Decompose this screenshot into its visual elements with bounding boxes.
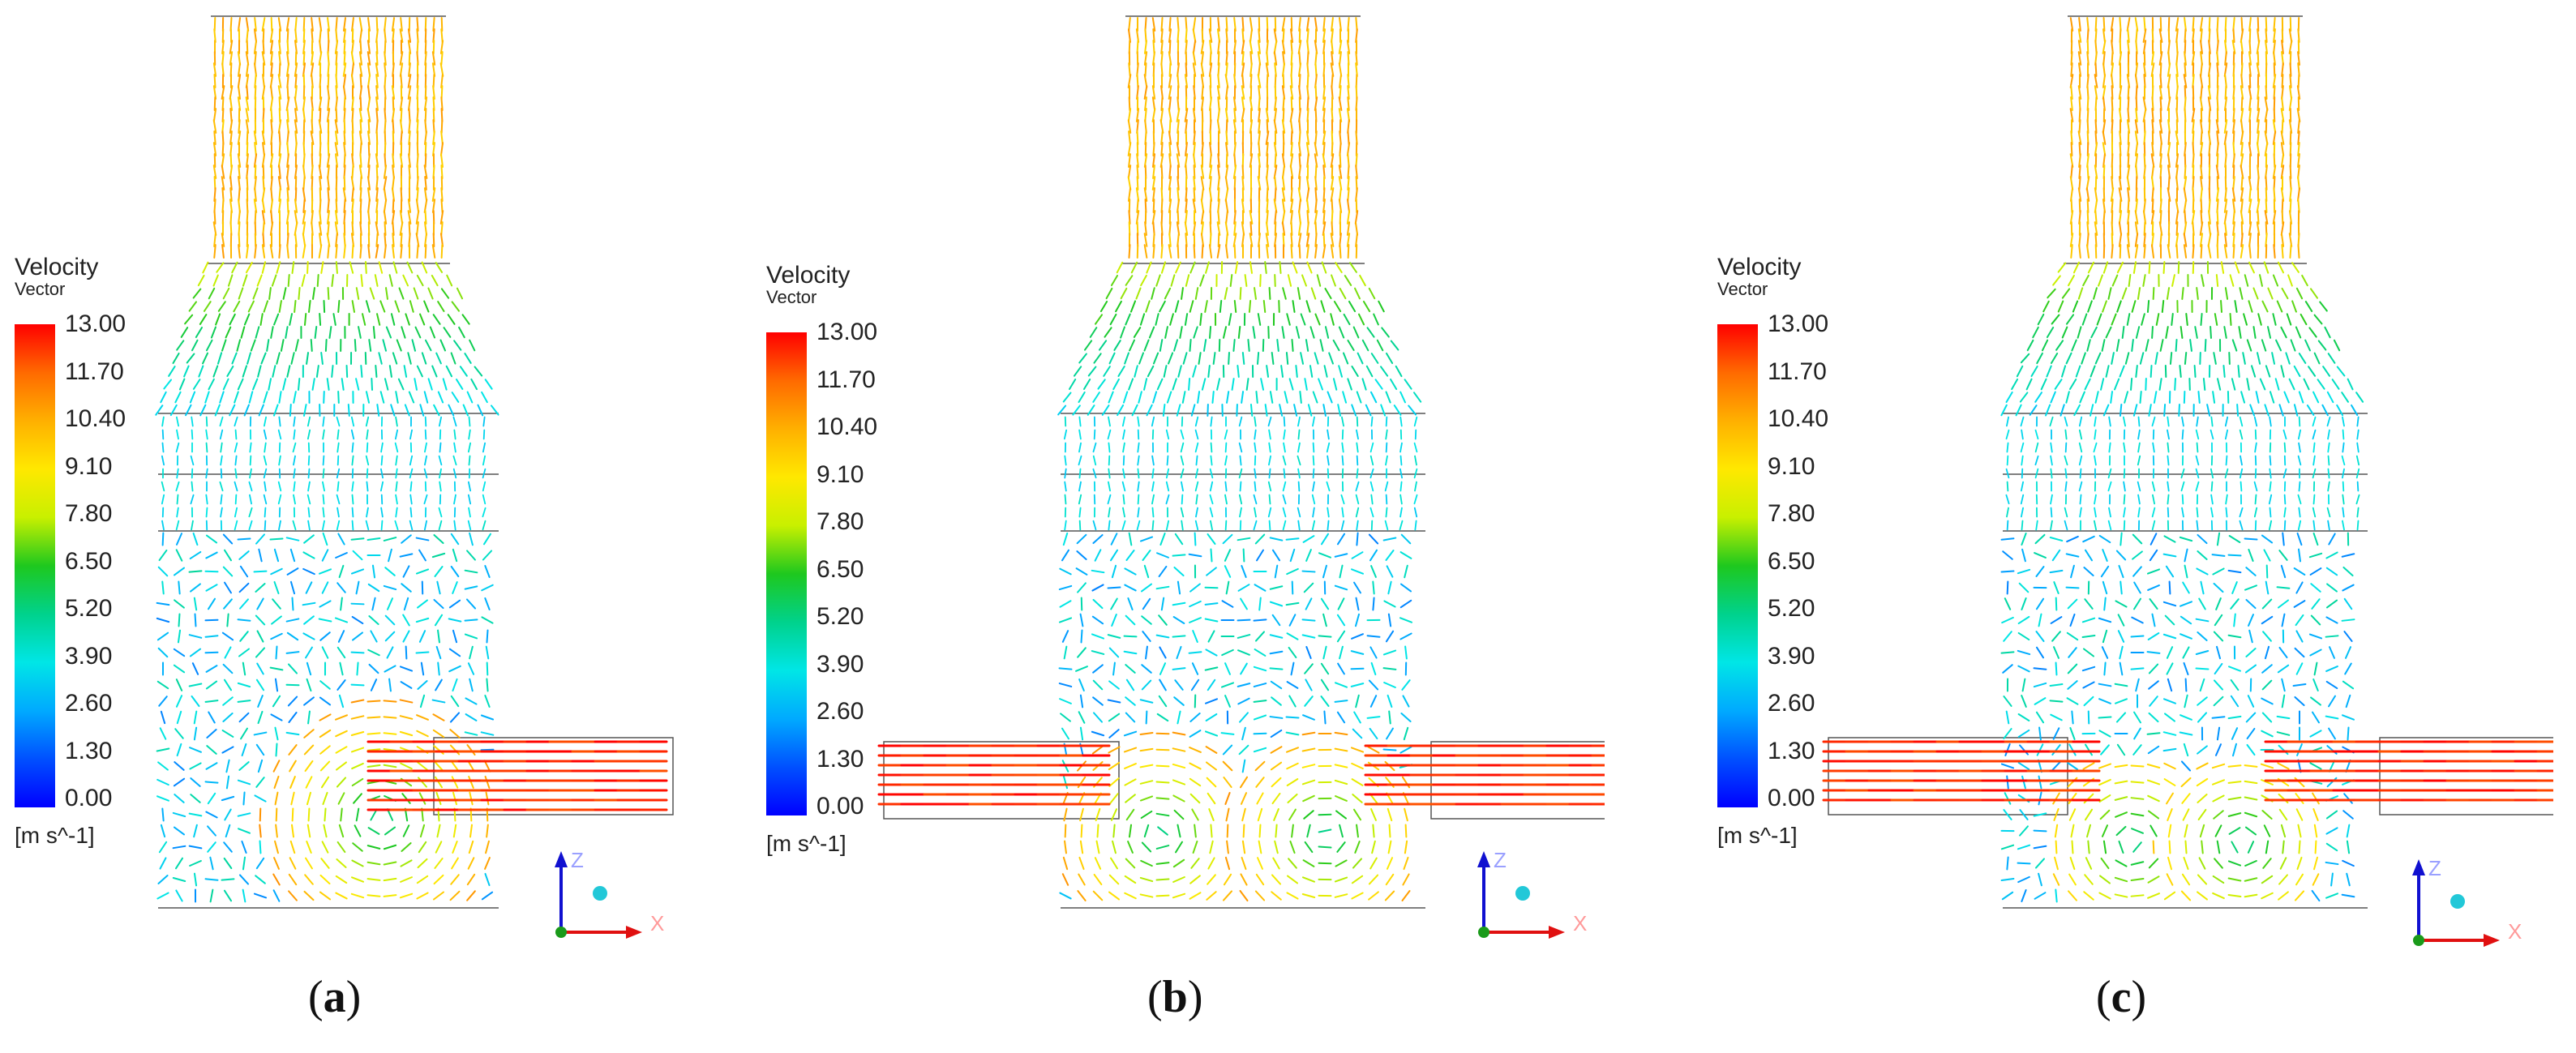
x-axis-label: X: [2508, 919, 2522, 944]
legend-subtitle: Vector: [1717, 279, 1768, 299]
legend-tick: 5.20: [1768, 595, 1815, 622]
vector-field-b: ZX: [877, 15, 1605, 939]
legend-tick: 0.00: [65, 785, 113, 811]
legend-unit: [m s^-1]: [1717, 823, 1798, 848]
legend-tick: 7.80: [65, 500, 113, 527]
legend-tick: 7.80: [1768, 500, 1815, 527]
legend-tick: 1.30: [1768, 737, 1815, 764]
legend-tick: 9.10: [817, 460, 864, 488]
legend-tick: 2.60: [817, 698, 864, 725]
legend-unit: [m s^-1]: [15, 823, 95, 848]
legend-tick: 10.40: [1768, 405, 1829, 432]
vector-field-c: ZX: [1822, 15, 2553, 947]
legend-tick: 6.50: [1768, 547, 1815, 575]
z-axis-label: Z: [1494, 848, 1507, 872]
legend-tick: 10.40: [65, 405, 126, 432]
legend-tick: 11.70: [817, 366, 876, 393]
legend-tick: 3.90: [817, 650, 864, 678]
z-axis-label: Z: [2428, 856, 2441, 880]
legend-tick: 3.90: [65, 642, 113, 670]
legend-tick: 5.20: [817, 603, 864, 630]
caption-b: (b): [1147, 972, 1203, 1022]
legend-unit: [m s^-1]: [766, 831, 847, 856]
legend-tick: 13.00: [65, 310, 126, 337]
legend-tick: 3.90: [1768, 642, 1815, 670]
colorbar: [766, 332, 807, 815]
x-axis-label: X: [650, 911, 664, 935]
legend-tick: 9.10: [65, 452, 113, 480]
legend-title: Velocity: [15, 254, 99, 280]
legend-tick: 11.70: [1768, 357, 1827, 385]
legend-tick: 5.20: [65, 595, 113, 622]
colorbar: [15, 324, 55, 807]
colorbar: [1717, 324, 1758, 807]
vector-field-a: ZX: [155, 15, 674, 939]
legend-subtitle: Vector: [766, 287, 817, 307]
z-axis-label: Z: [571, 848, 584, 872]
legend-tick: 0.00: [1768, 785, 1815, 811]
x-axis-label: X: [1573, 911, 1587, 935]
legend-tick: 9.10: [1768, 452, 1815, 480]
legend-tick: 1.30: [817, 745, 864, 773]
legend-tick: 2.60: [1768, 690, 1815, 717]
velocity-legend-c: Velocity Vector 13.00 11.70 10.40 9.10 7.80 6…: [1717, 254, 1828, 848]
legend-title: Velocity: [766, 262, 851, 289]
legend-tick: 13.00: [817, 319, 878, 345]
legend-tick: 10.40: [817, 413, 878, 440]
legend-tick: 0.00: [817, 793, 864, 820]
legend-tick: 1.30: [65, 737, 113, 764]
legend-tick: 7.80: [817, 508, 864, 535]
legend-tick: 6.50: [65, 547, 113, 575]
legend-subtitle: Vector: [15, 279, 66, 299]
legend-tick: 6.50: [817, 555, 864, 583]
caption-a: (a): [308, 972, 362, 1022]
legend-title: Velocity: [1717, 254, 1802, 280]
legend-tick: 13.00: [1768, 310, 1829, 337]
legend-tick: 2.60: [65, 690, 113, 717]
velocity-legend-a: Velocity Vector 13.00 11.70 10.40 9.10 7.80 6…: [15, 254, 126, 848]
velocity-legend-b: Velocity Vector 13.00 11.70 10.40 9.10 7.80 6…: [766, 262, 877, 856]
legend-tick: 11.70: [65, 357, 124, 385]
caption-c: (c): [2096, 972, 2147, 1022]
